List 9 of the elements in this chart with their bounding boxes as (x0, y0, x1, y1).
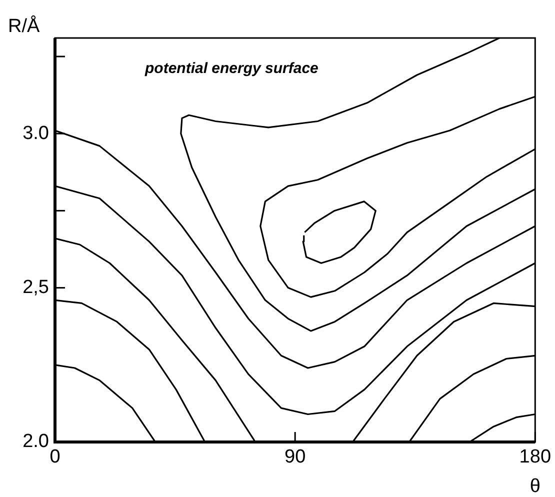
x-tick-label: 180 (519, 446, 551, 468)
y-axis-title: R/Å (8, 15, 40, 37)
y-tick-label: 2.0 (22, 431, 49, 452)
y-tick-label: 2,5 (22, 277, 49, 298)
x-axis-title: θ (530, 476, 540, 497)
x-tick-label: 90 (284, 446, 306, 468)
annotation: potential energy surface (144, 60, 318, 78)
y-tick-label: 3.0 (22, 122, 49, 144)
x-tick-label: 0 (50, 446, 60, 468)
